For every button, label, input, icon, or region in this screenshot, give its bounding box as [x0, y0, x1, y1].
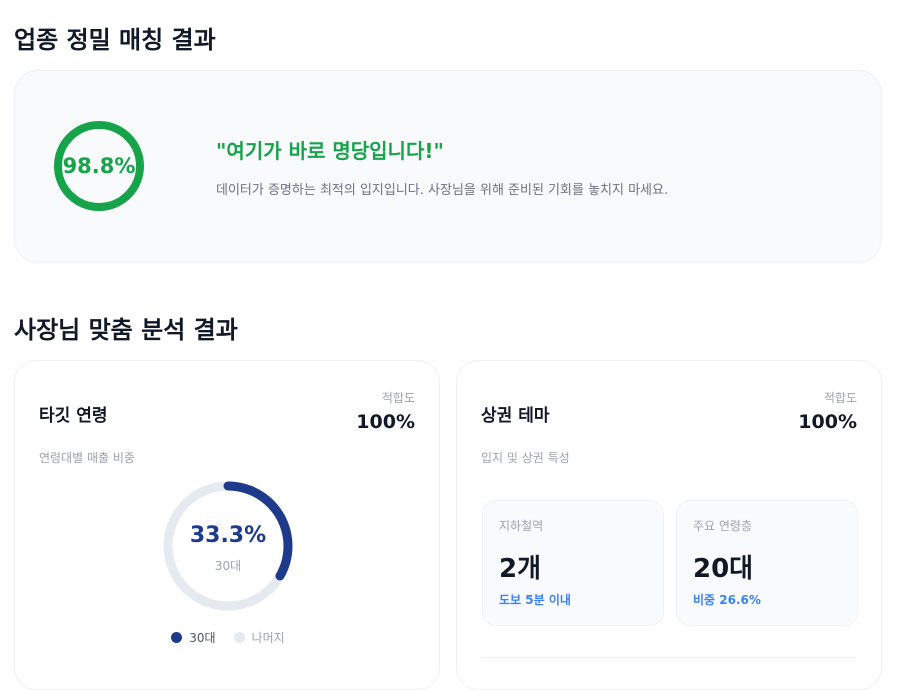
legend-item-rest: 나머지	[233, 629, 285, 646]
match-score-value: 98.8%	[62, 154, 136, 178]
legend-dot-icon	[233, 632, 245, 643]
stat-value: 2개	[499, 554, 542, 584]
stat-value: 20대	[693, 554, 754, 584]
fit-label: 적합도	[823, 391, 857, 405]
fit-label: 적합도	[381, 391, 415, 405]
card-subtitle: 입지 및 상권 특성	[481, 451, 570, 465]
donut-legend: 30대 나머지	[15, 629, 441, 646]
fit-value: 100%	[798, 411, 857, 433]
target-age-card: 타깃 연령 적합도 100% 연령대별 매출 비중 33.3% 30대 30대 …	[14, 360, 440, 690]
age-donut-chart	[163, 481, 293, 611]
stat-subway: 지하철역 2개 도보 5분 이내	[482, 500, 664, 626]
card-title: 상권 테마	[481, 406, 550, 426]
stat-label: 지하철역	[499, 519, 544, 533]
match-headline: "여기가 바로 명당입니다!"	[216, 139, 444, 163]
match-score-ring	[54, 121, 144, 211]
donut-percent: 33.3%	[189, 523, 267, 548]
donut-caption: 30대	[214, 559, 242, 573]
card-subtitle: 연령대별 매출 비중	[39, 451, 135, 465]
commercial-theme-card: 상권 테마 적합도 100% 입지 및 상권 특성 지하철역 2개 도보 5분 …	[456, 360, 882, 690]
match-result-card: 98.8% "여기가 바로 명당입니다!" 데이터가 증명하는 최적의 입지입니…	[14, 70, 882, 263]
match-section-title: 업종 정밀 매칭 결과	[14, 26, 216, 54]
card-title: 타깃 연령	[39, 406, 108, 426]
stat-main-age: 주요 연령층 20대 비중 26.6%	[676, 500, 858, 626]
legend-label: 나머지	[251, 631, 285, 645]
match-description: 데이터가 증명하는 최적의 입지입니다. 사장님을 위해 준비된 기회를 놓치지…	[216, 183, 669, 198]
analysis-section-title: 사장님 맞춤 분석 결과	[14, 316, 238, 344]
stat-label: 주요 연령층	[693, 519, 753, 533]
divider	[482, 657, 856, 658]
legend-item-30s: 30대	[171, 629, 216, 646]
stat-note: 비중 26.6%	[693, 593, 761, 607]
legend-label: 30대	[189, 631, 216, 645]
donut-arc-30s	[163, 481, 293, 611]
fit-value: 100%	[356, 411, 415, 433]
legend-dot-icon	[171, 632, 183, 643]
match-score-arc	[54, 121, 144, 211]
stat-note: 도보 5분 이내	[499, 593, 571, 607]
